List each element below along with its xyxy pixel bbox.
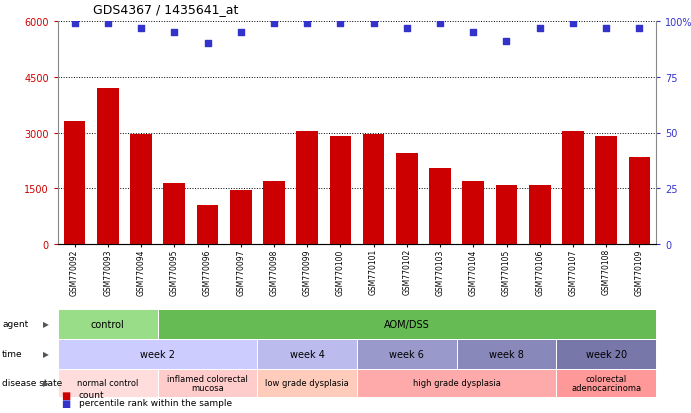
Bar: [197, 206, 218, 244]
Point: [335, 21, 346, 28]
Point: [468, 30, 479, 36]
Point: [534, 25, 545, 32]
Bar: [363, 135, 384, 244]
Point: [302, 21, 313, 28]
Point: [401, 25, 413, 32]
Point: [435, 21, 446, 28]
Point: [634, 25, 645, 32]
Bar: [529, 185, 551, 244]
Text: ■: ■: [61, 390, 70, 400]
Text: AOM/DSS: AOM/DSS: [384, 319, 430, 329]
Bar: [263, 181, 285, 244]
Text: agent: agent: [2, 320, 28, 329]
Text: percentile rank within the sample: percentile rank within the sample: [79, 399, 232, 408]
Bar: [97, 89, 119, 244]
Bar: [629, 157, 650, 244]
Text: week 2: week 2: [140, 349, 175, 359]
Point: [600, 25, 612, 32]
Point: [235, 30, 246, 36]
Bar: [562, 131, 584, 244]
Text: ■: ■: [61, 398, 70, 408]
Text: week 20: week 20: [585, 349, 627, 359]
Bar: [64, 122, 86, 244]
Point: [69, 21, 80, 28]
Text: GDS4367 / 1435641_at: GDS4367 / 1435641_at: [93, 3, 238, 16]
Point: [567, 21, 578, 28]
Text: week 4: week 4: [290, 349, 325, 359]
Text: control: control: [91, 319, 124, 329]
Text: colorectal
adenocarcinoma: colorectal adenocarcinoma: [571, 374, 641, 392]
Text: inflamed colorectal
mucosa: inflamed colorectal mucosa: [167, 374, 248, 392]
Text: count: count: [79, 390, 104, 399]
Text: ▶: ▶: [43, 320, 48, 329]
Point: [169, 30, 180, 36]
Point: [135, 25, 146, 32]
Bar: [429, 169, 451, 244]
Bar: [230, 191, 252, 244]
Point: [268, 21, 279, 28]
Point: [501, 39, 512, 45]
Bar: [164, 183, 185, 244]
Bar: [330, 137, 351, 244]
Text: week 6: week 6: [390, 349, 424, 359]
Bar: [495, 185, 518, 244]
Bar: [462, 181, 484, 244]
Text: normal control: normal control: [77, 379, 138, 387]
Bar: [596, 137, 617, 244]
Bar: [396, 154, 417, 244]
Text: ▶: ▶: [43, 350, 48, 358]
Bar: [131, 135, 152, 244]
Text: week 8: week 8: [489, 349, 524, 359]
Text: high grade dysplasia: high grade dysplasia: [413, 379, 500, 387]
Text: ▶: ▶: [43, 379, 48, 387]
Text: disease state: disease state: [2, 379, 62, 387]
Point: [368, 21, 379, 28]
Point: [102, 21, 113, 28]
Text: low grade dysplasia: low grade dysplasia: [265, 379, 349, 387]
Point: [202, 41, 213, 47]
Text: time: time: [2, 350, 23, 358]
Bar: [296, 131, 318, 244]
